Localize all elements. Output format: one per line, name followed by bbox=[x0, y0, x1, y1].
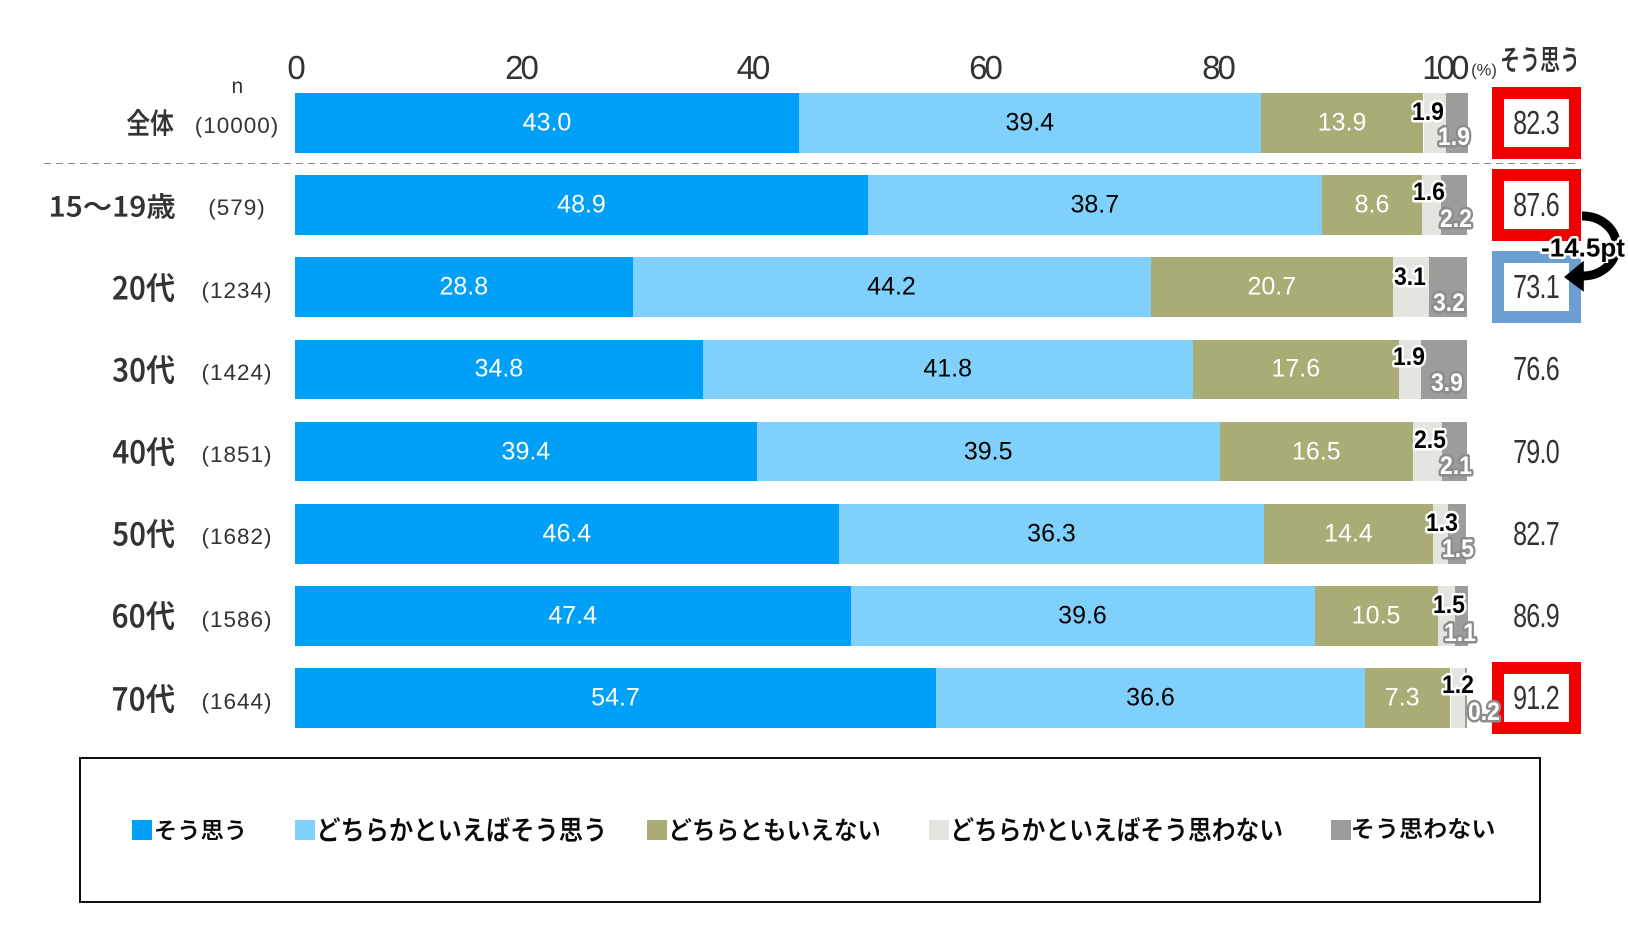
svg-text:0.2: 0.2 bbox=[1468, 698, 1500, 726]
svg-text:1.5: 1.5 bbox=[1442, 535, 1474, 563]
svg-text:2.5: 2.5 bbox=[1414, 426, 1446, 454]
svg-text:3.2: 3.2 bbox=[1433, 289, 1465, 317]
svg-text:2.2: 2.2 bbox=[1440, 205, 1472, 233]
svg-text:1.9: 1.9 bbox=[1412, 98, 1444, 126]
svg-text:1.9: 1.9 bbox=[1393, 343, 1425, 371]
svg-text:1.1: 1.1 bbox=[1444, 619, 1476, 647]
svg-text:3.1: 3.1 bbox=[1394, 263, 1426, 291]
svg-text:1.5: 1.5 bbox=[1433, 592, 1465, 620]
svg-text:1.9: 1.9 bbox=[1438, 123, 1470, 151]
svg-text:2.1: 2.1 bbox=[1440, 452, 1472, 480]
svg-text:3.9: 3.9 bbox=[1431, 370, 1463, 398]
svg-text:1.6: 1.6 bbox=[1413, 178, 1445, 206]
svg-text:1.2: 1.2 bbox=[1442, 671, 1474, 699]
svg-text:-14.5pt: -14.5pt bbox=[1541, 232, 1625, 262]
svg-text:1.3: 1.3 bbox=[1426, 509, 1458, 537]
